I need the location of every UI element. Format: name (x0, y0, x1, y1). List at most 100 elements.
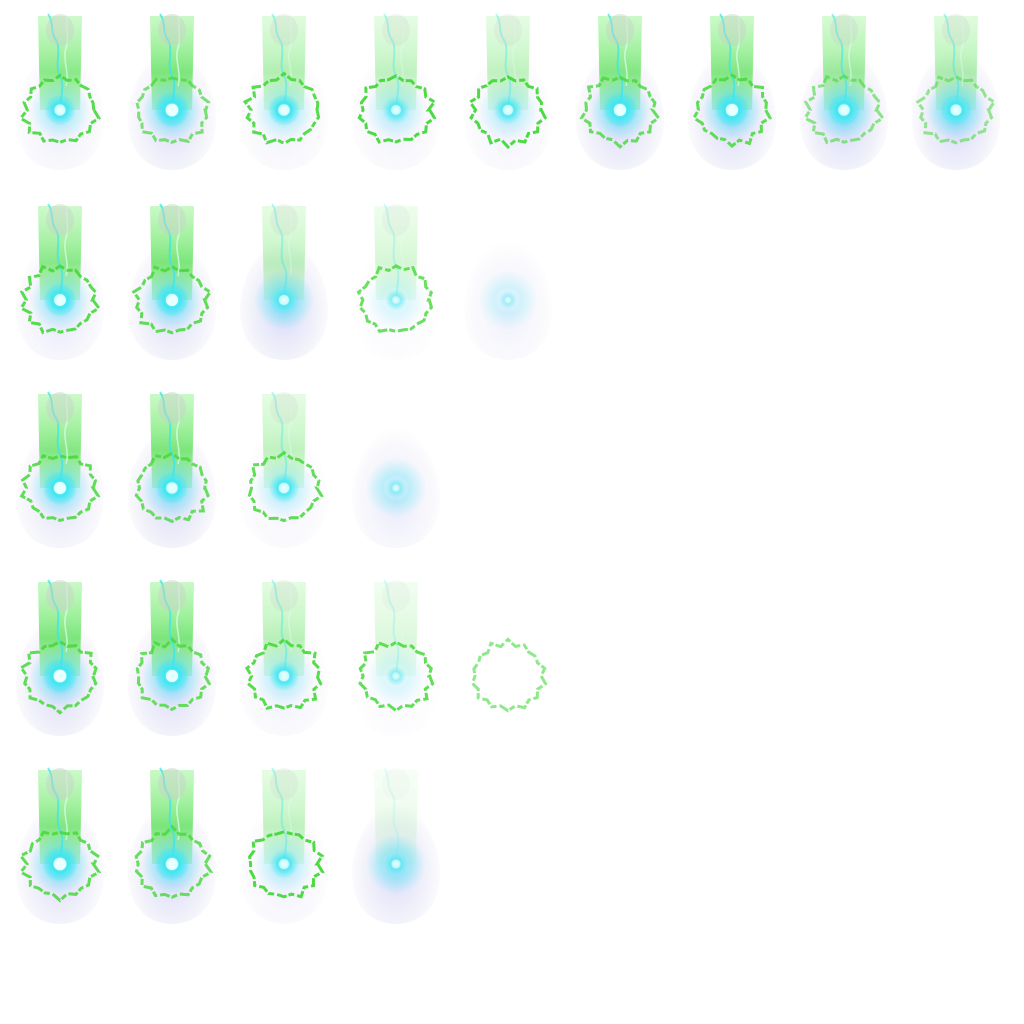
core-highlight (278, 858, 290, 870)
core-highlight (54, 104, 66, 116)
core-highlight (165, 669, 179, 683)
effect-sprite (575, 13, 665, 170)
lightning-streak (176, 13, 181, 87)
lightning-streak (736, 13, 741, 87)
core-highlight (725, 103, 739, 117)
core-highlight (53, 857, 67, 871)
shock-ring (470, 637, 548, 713)
lightning-streak (64, 203, 69, 277)
effect-sprite (127, 203, 217, 360)
smoke-puff (382, 768, 410, 800)
shock-ring (802, 74, 886, 145)
sprite-frame (122, 576, 222, 756)
sprite-row (0, 576, 1024, 766)
shock-ring (131, 264, 213, 335)
smoke-puff (46, 14, 74, 46)
shock-ring (356, 264, 434, 333)
smoke-puff (158, 204, 186, 236)
lightning-streak (848, 13, 853, 87)
lightning-streak (400, 767, 405, 841)
shock-ring (19, 454, 101, 522)
core-highlight (391, 105, 401, 115)
effect-sprite (15, 13, 105, 170)
smoke-puff (270, 14, 298, 46)
sprite-row (0, 200, 1024, 390)
effect-sprite (799, 13, 889, 170)
sprite-frame (346, 576, 446, 756)
sprite-frame (122, 388, 222, 568)
smoke-puff (158, 580, 186, 612)
effect-sprite (239, 767, 329, 924)
effect-sprite (351, 579, 441, 736)
effect-sprite (463, 230, 553, 360)
smoke-puff (382, 580, 410, 612)
core-highlight (502, 104, 514, 116)
sprite-frame (458, 576, 558, 756)
shock-ring (18, 264, 102, 335)
smoke-puff (942, 14, 970, 46)
smoke-puff (158, 392, 186, 424)
core-highlight (278, 104, 290, 116)
core-highlight (278, 670, 290, 682)
effect-sprite (15, 203, 105, 360)
smoke-puff (270, 580, 298, 612)
core-highlight (392, 484, 400, 492)
sprite-frame (122, 764, 222, 944)
sprite-frame (122, 200, 222, 380)
sprite-frame (234, 388, 334, 568)
effect-sprite (470, 637, 548, 713)
lightning-streak (64, 13, 69, 87)
effect-sprite (351, 767, 441, 924)
sprite-frame (570, 10, 670, 190)
effect-sprite (127, 579, 217, 736)
sprite-frame (234, 10, 334, 190)
lightning-streak (400, 13, 405, 87)
shock-ring (18, 830, 102, 903)
core-highlight (278, 482, 290, 494)
lightning-streak (400, 203, 405, 277)
lightning-streak (176, 767, 181, 841)
smoke-puff (270, 392, 298, 424)
sprite-frame (234, 200, 334, 380)
lightning-streak (176, 391, 181, 465)
smoke-puff (46, 392, 74, 424)
effect-sprite (911, 13, 1001, 170)
core-highlight (54, 294, 66, 306)
smoke-puff (606, 14, 634, 46)
smoke-puff (46, 580, 74, 612)
effect-sprite (15, 391, 105, 548)
smoke-puff (382, 204, 410, 236)
sprite-frame (458, 10, 558, 190)
lightning-streak (512, 13, 517, 87)
sprite-frame (10, 10, 110, 190)
core-highlight (165, 857, 179, 871)
smoke-puff (270, 204, 298, 236)
core-highlight (166, 482, 178, 494)
shock-ring (247, 450, 324, 523)
core-highlight (838, 104, 850, 116)
core-highlight (392, 296, 400, 304)
lightning-streak (288, 13, 293, 87)
core-highlight (392, 672, 400, 680)
core-highlight (950, 104, 962, 116)
sprite-row (0, 388, 1024, 578)
lightning-streak (288, 579, 293, 653)
smoke-puff (158, 768, 186, 800)
core-highlight (391, 859, 401, 869)
shock-ring (18, 73, 101, 144)
lightning-streak (64, 767, 69, 841)
lightning-streak (288, 767, 293, 841)
sprite-frame (346, 10, 446, 190)
effect-sprite (351, 418, 441, 548)
lightning-streak (400, 579, 405, 653)
shock-ring (135, 636, 212, 712)
effect-sprite (239, 391, 329, 548)
shock-ring (358, 640, 435, 713)
lightning-streak (960, 13, 965, 87)
energy-core (385, 477, 407, 499)
effect-sprite (351, 203, 441, 360)
smoke-puff (494, 14, 522, 46)
smoke-puff (382, 14, 410, 46)
sprite-frame (10, 388, 110, 568)
